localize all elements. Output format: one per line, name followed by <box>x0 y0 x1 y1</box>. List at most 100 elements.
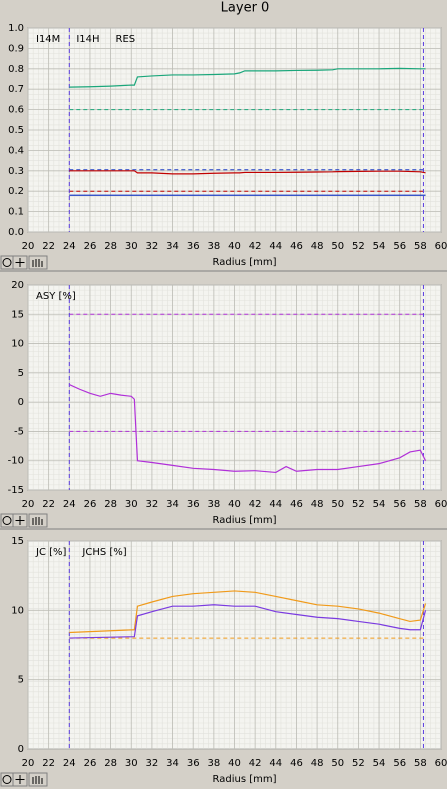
y-tick-label: 0.8 <box>8 64 24 75</box>
y-tick-label: 0.2 <box>8 186 24 197</box>
x-tick-label: 44 <box>269 758 282 769</box>
x-tick-label: 22 <box>42 499 55 510</box>
x-tick-label: 54 <box>373 499 386 510</box>
x-tick-label: 22 <box>42 241 55 252</box>
tool-icon <box>2 775 12 784</box>
y-tick-label: 0.0 <box>8 227 24 238</box>
x-tick-label: 48 <box>311 499 324 510</box>
x-tick-label: 60 <box>435 758 447 769</box>
tool-icon <box>15 516 25 525</box>
x-tick-label: 40 <box>228 758 241 769</box>
tool-icon <box>2 516 12 525</box>
legend-entry: I14M <box>36 34 60 45</box>
x-tick-label: 44 <box>269 499 282 510</box>
x-axis-label: Radius [mm] <box>213 257 277 268</box>
series-line <box>69 590 427 634</box>
y-tick-label: 0.6 <box>8 105 24 116</box>
y-tick-label: 0 <box>18 744 24 755</box>
x-tick-label: 30 <box>125 241 138 252</box>
legend-entry: RES <box>116 34 136 45</box>
x-tick-label: 46 <box>290 241 303 252</box>
tool-icon <box>15 775 25 784</box>
x-tick-label: 50 <box>331 758 344 769</box>
x-tick-label: 58 <box>414 241 427 252</box>
y-tick-label: 15 <box>11 536 24 547</box>
x-tick-label: 42 <box>249 241 262 252</box>
legend-entry: JC [%] <box>35 547 67 558</box>
y-tick-label: 0.3 <box>8 166 24 177</box>
x-tick-label: 52 <box>352 241 365 252</box>
x-tick-label: 40 <box>228 499 241 510</box>
y-tick-label: 10 <box>11 339 24 350</box>
x-tick-label: 36 <box>187 499 200 510</box>
x-tick-label: 38 <box>207 499 220 510</box>
y-tick-label: -5 <box>14 426 24 437</box>
y-tick-label: 0.7 <box>8 84 24 95</box>
x-tick-label: 44 <box>269 241 282 252</box>
x-axis-label: Radius [mm] <box>213 515 277 526</box>
y-tick-label: 5 <box>18 368 24 379</box>
x-tick-label: 34 <box>166 499 179 510</box>
x-tick-label: 24 <box>63 241 76 252</box>
x-tick-label: 48 <box>311 241 324 252</box>
x-tick-label: 42 <box>249 499 262 510</box>
tool-icon <box>32 517 43 525</box>
tool-button <box>28 513 48 528</box>
x-tick-label: 40 <box>228 241 241 252</box>
series-line <box>69 170 426 175</box>
x-tick-label: 28 <box>104 758 117 769</box>
x-tick-label: 34 <box>166 758 179 769</box>
y-tick-label: 5 <box>18 675 24 686</box>
y-tick-label: 0 <box>18 397 24 408</box>
x-tick-label: 36 <box>187 241 200 252</box>
y-tick-label: 20 <box>11 280 24 291</box>
x-tick-label: 54 <box>373 241 386 252</box>
x-tick-label: 28 <box>104 499 117 510</box>
x-tick-label: 50 <box>331 241 344 252</box>
x-tick-label: 32 <box>146 241 159 252</box>
tool-icon <box>15 258 25 267</box>
x-tick-label: 38 <box>207 241 220 252</box>
tool-icon <box>2 258 12 267</box>
x-tick-label: 52 <box>352 758 365 769</box>
tool-button <box>28 255 48 270</box>
x-tick-label: 30 <box>125 758 138 769</box>
x-tick-label: 58 <box>414 758 427 769</box>
x-tick-label: 20 <box>22 241 35 252</box>
window-title: Layer 0 <box>221 1 270 16</box>
y-tick-label: 0.9 <box>8 43 24 54</box>
x-tick-label: 52 <box>352 499 365 510</box>
x-tick-label: 24 <box>63 758 76 769</box>
x-tick-label: 38 <box>207 758 220 769</box>
x-tick-label: 22 <box>42 758 55 769</box>
series-line <box>69 384 427 474</box>
series-line <box>69 67 426 88</box>
x-tick-label: 56 <box>393 499 406 510</box>
x-tick-label: 54 <box>373 758 386 769</box>
y-tick-label: 15 <box>11 309 24 320</box>
y-tick-label: 1.0 <box>8 23 24 34</box>
y-tick-label: 0.1 <box>8 207 24 218</box>
y-tick-label: 10 <box>11 605 24 616</box>
toolbars <box>0 255 48 787</box>
x-tick-label: 50 <box>331 499 344 510</box>
tool-button <box>28 772 48 787</box>
x-tick-label: 26 <box>84 241 97 252</box>
x-tick-label: 32 <box>146 499 159 510</box>
x-tick-label: 26 <box>84 499 97 510</box>
legend-entry: JCHS [%] <box>81 547 126 558</box>
x-tick-label: 34 <box>166 241 179 252</box>
x-tick-label: 32 <box>146 758 159 769</box>
x-tick-label: 20 <box>22 499 35 510</box>
x-tick-label: 36 <box>187 758 200 769</box>
x-tick-label: 30 <box>125 499 138 510</box>
tool-icon <box>32 776 43 784</box>
x-tick-label: 46 <box>290 758 303 769</box>
x-tick-label: 42 <box>249 758 262 769</box>
series-line <box>69 604 427 639</box>
y-tick-label: 0.5 <box>8 125 24 136</box>
y-tick-label: -10 <box>8 456 24 467</box>
x-tick-label: 60 <box>435 499 447 510</box>
x-tick-label: 28 <box>104 241 117 252</box>
